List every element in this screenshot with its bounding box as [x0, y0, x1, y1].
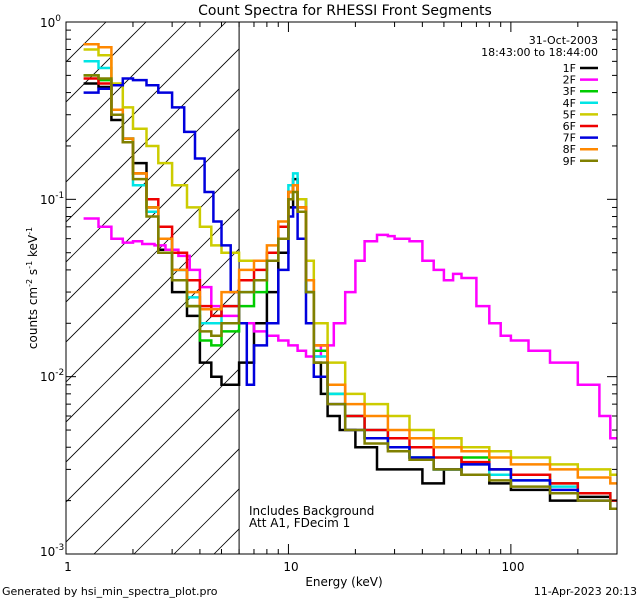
footer-timestamp: 11-Apr-2023 20:13: [534, 585, 637, 598]
hatch-line: [66, 22, 147, 103]
hatch-line: [66, 22, 107, 63]
date-annotation: 31-Oct-2003: [529, 34, 598, 47]
legend-label-3F: 3F: [563, 85, 576, 98]
series-line-6F: [83, 77, 617, 502]
hatch-line: [93, 408, 240, 554]
time-range-annotation: 18:43:00 to 18:44:00: [481, 46, 598, 59]
hatch-line: [66, 88, 240, 263]
legend-label-9F: 9F: [563, 155, 576, 168]
hatch-line: [66, 48, 240, 223]
series-line-5F: [83, 48, 617, 476]
series-line-3F: [83, 74, 617, 502]
hatch-line: [66, 168, 240, 343]
hatch-line: [133, 448, 240, 554]
legend-label-8F: 8F: [563, 143, 576, 156]
chart-title: Count Spectra for RHESSI Front Segments: [198, 3, 492, 19]
x-tick-label: 1: [64, 560, 72, 574]
legend-label-5F: 5F: [563, 108, 576, 121]
axis-ticks: [65, 21, 618, 555]
attenuator-note: Att A1, FDecim 1: [249, 516, 350, 530]
background-note: Includes Background: [249, 504, 374, 518]
x-tick-label: 10: [283, 560, 298, 574]
y-tick-label: 10-3: [40, 543, 64, 559]
y-tick-label: 100: [40, 14, 61, 30]
legend-label-1F: 1F: [563, 62, 576, 75]
y-tick-label: 10-1: [40, 191, 64, 207]
series-line-2F: [83, 217, 617, 440]
x-tick-label: 100: [502, 560, 525, 574]
footer-generator: Generated by hsi_min_spectra_plot.pro: [2, 585, 218, 598]
series-line-9F: [83, 74, 617, 510]
legend-label-2F: 2F: [563, 74, 576, 87]
plot-frame: [65, 21, 618, 555]
legend-label-7F: 7F: [563, 132, 576, 145]
hatch-line: [66, 128, 240, 303]
legend-label-4F: 4F: [563, 97, 576, 110]
hatch-line: [66, 22, 187, 143]
y-tick-label: 10-2: [40, 368, 64, 384]
x-axis-label: Energy (keV): [305, 575, 382, 589]
hatch-line: [66, 368, 240, 543]
y-axis-label: counts cm-2 s-1 keV-1: [25, 227, 40, 349]
legend-label-6F: 6F: [563, 120, 576, 133]
series-line-4F: [83, 60, 617, 502]
hatch-line: [66, 328, 240, 503]
hatch-line: [66, 208, 240, 383]
hatch-line: [66, 248, 240, 423]
hatch-line: [66, 22, 227, 183]
series-line-8F: [83, 42, 617, 485]
